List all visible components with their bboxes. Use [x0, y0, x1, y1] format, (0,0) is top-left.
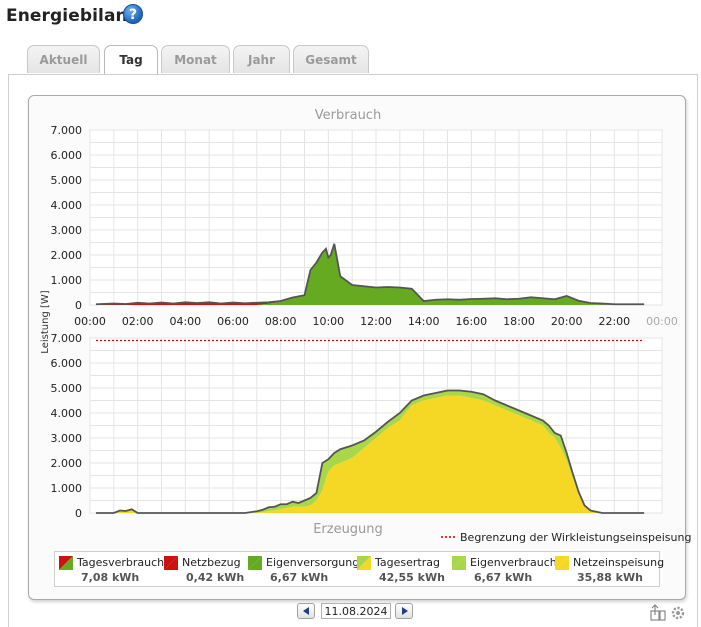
x-tick-label: 14:00	[408, 315, 440, 328]
legend-value: 6,67 kWh	[270, 571, 329, 584]
arrow-right-icon[interactable]	[395, 603, 413, 619]
limit-legend-label: Begrenzung der Wirkleistungseinspeisung	[460, 531, 691, 544]
y-tick-label: 3.000	[51, 224, 83, 237]
verbrauch-series	[95, 243, 645, 306]
x-tick-label: 06:00	[217, 315, 249, 328]
help-icon[interactable]: ?	[123, 4, 143, 24]
y-tick-label: 5.000	[51, 174, 83, 187]
verbrauch-grid	[89, 129, 663, 306]
y-tick-label: 4.000	[51, 199, 83, 212]
series-eigenversorgung	[95, 243, 645, 305]
y-tick-label: 0	[75, 507, 82, 520]
x-tick-label: 08:00	[265, 315, 297, 328]
legend-swatch	[452, 556, 466, 570]
page-title: Energiebilanz	[6, 6, 138, 26]
x-tick-label: 10:00	[312, 315, 344, 328]
legend-value: 7,08 kWh	[81, 571, 140, 584]
x-tick-label: 02:00	[122, 315, 154, 328]
y-tick-label: 2.000	[51, 457, 83, 470]
y-tick-label: 7.000	[51, 124, 83, 137]
content-panel	[8, 74, 698, 627]
x-tick-label: 04:00	[169, 315, 201, 328]
erzeugung-y-ticks: 7.000 6.000 5.000 4.000 3.000 2.000 1.000 0	[51, 332, 83, 520]
corner-icons	[648, 603, 692, 625]
y-tick-label: 0	[75, 299, 82, 312]
y-tick-label: 6.000	[51, 149, 83, 162]
legend-label: Eigenverbrauch	[470, 556, 557, 569]
x-tick-label: 00:00	[646, 315, 678, 328]
erzeugung-series	[95, 389, 645, 514]
series-outline	[95, 243, 645, 306]
y-tick-label: 5.000	[51, 382, 83, 395]
legend: Tagesverbrauch 7,08 kWh Netzbezug 0,42 k…	[54, 551, 664, 587]
y-tick-label: 4.000	[51, 407, 83, 420]
legend-swatch	[248, 556, 262, 570]
legend-value: 42,55 kWh	[379, 571, 445, 584]
legend-label: Netzbezug	[182, 556, 241, 569]
legend-value: 0,42 kWh	[186, 571, 245, 584]
x-tick-label: 18:00	[503, 315, 535, 328]
upload-icon[interactable]	[650, 604, 666, 621]
x-tick-label: 20:00	[551, 315, 583, 328]
tab-gesamt[interactable]: Gesamt	[293, 45, 369, 73]
x-tick-label: 22:00	[598, 315, 630, 328]
date-field[interactable]: 11.08.2024	[321, 603, 391, 619]
tab-monat[interactable]: Monat	[161, 45, 230, 73]
y-tick-label: 3.000	[51, 432, 83, 445]
legend-label: Tagesverbrauch	[77, 556, 165, 569]
y-tick-label: 1.000	[51, 482, 83, 495]
x-tick-label: 16:00	[455, 315, 487, 328]
legend-label: Eigenversorgung	[266, 556, 360, 569]
x-tick-label: 12:00	[360, 315, 392, 328]
arrow-left-icon[interactable]	[297, 603, 315, 619]
tab-jahr[interactable]: Jahr	[233, 45, 290, 73]
legend-label: Tagesertrag	[375, 556, 440, 569]
legend-label: Netzeinspeisung	[573, 556, 665, 569]
y-tick-label: 7.000	[51, 332, 83, 345]
x-axis-ticks: 00:00 02:00 04:00 06:00 08:00 10:00 12:00 14:00…	[74, 315, 678, 328]
legend-value: 6,67 kWh	[474, 571, 533, 584]
verbrauch-y-ticks: 7.000 6.000 5.000 4.000 3.000 2.000 1.000 0	[51, 124, 83, 312]
tab-tag[interactable]: Tag	[104, 45, 158, 75]
legend-value: 35,88 kWh	[577, 571, 643, 584]
legend-swatch	[164, 556, 178, 570]
x-tick-label: 00:00	[74, 315, 106, 328]
erzeugung-title: Erzeugung	[313, 522, 383, 537]
verbrauch-title: Verbrauch	[315, 108, 381, 123]
settings-icon[interactable]	[671, 606, 685, 620]
legend-swatch	[357, 556, 371, 570]
legend-swatch	[59, 556, 73, 570]
y-tick-label: 6.000	[51, 357, 83, 370]
y-axis-label: Leistung [W]	[40, 290, 51, 353]
y-tick-label: 2.000	[51, 249, 83, 262]
series-netzeinspeisung	[95, 395, 645, 513]
series-outline	[95, 389, 645, 514]
y-tick-label: 1.000	[51, 274, 83, 287]
tab-aktuell[interactable]: Aktuell	[27, 45, 100, 73]
legend-swatch	[555, 556, 569, 570]
corner-icon-set	[650, 604, 685, 621]
